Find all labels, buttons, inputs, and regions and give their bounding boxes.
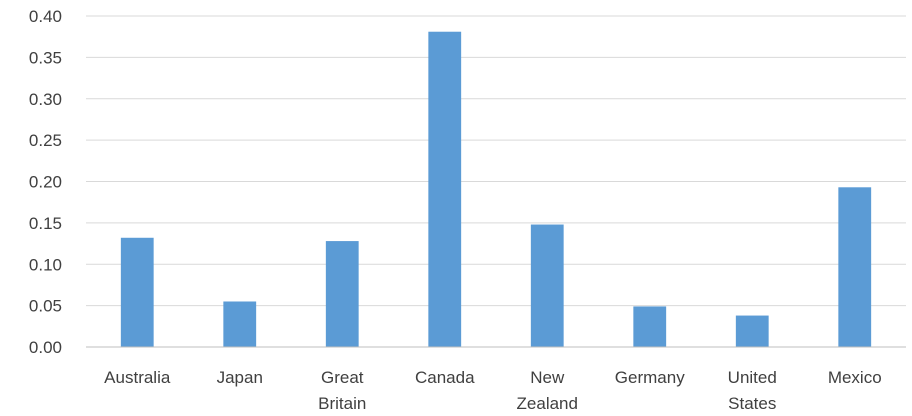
x-category-label-line: States — [728, 394, 776, 413]
x-category-label: Germany — [615, 368, 685, 387]
y-tick-label: 0.00 — [29, 338, 62, 357]
x-category-label-line: Australia — [104, 368, 171, 387]
x-category-label-line: Canada — [415, 368, 475, 387]
y-tick-label: 0.40 — [29, 7, 62, 26]
y-tick-label: 0.10 — [29, 255, 62, 274]
x-category-label: Canada — [415, 368, 475, 387]
x-category-label-line: New — [530, 368, 565, 387]
bar-japan — [223, 301, 257, 347]
bar-canada — [428, 31, 462, 347]
x-axis-category-labels: Australia Japan Great Britain Canada New Zeala… — [104, 368, 882, 413]
y-tick-label: 0.05 — [29, 297, 62, 316]
x-category-label: United States — [728, 368, 777, 413]
x-category-label-line: Mexico — [828, 368, 882, 387]
x-category-label: Japan — [217, 368, 263, 387]
x-category-label-line: Japan — [217, 368, 263, 387]
x-category-label: Mexico — [828, 368, 882, 387]
x-category-label-line: Great — [321, 368, 364, 387]
x-category-label: New Zealand — [517, 368, 578, 413]
y-tick-label: 0.25 — [29, 131, 62, 150]
x-category-label-line: Zealand — [517, 394, 578, 413]
gridlines — [86, 15, 906, 307]
bar-australia — [120, 237, 154, 347]
bar-new-zealand — [530, 224, 564, 347]
bar-germany — [633, 306, 667, 347]
y-tick-label: 0.15 — [29, 214, 62, 233]
y-tick-label: 0.35 — [29, 48, 62, 67]
y-tick-label: 0.30 — [29, 90, 62, 109]
x-category-label: Great Britain — [318, 368, 366, 413]
bars — [120, 31, 872, 347]
x-category-label-line: Britain — [318, 394, 366, 413]
y-tick-label: 0.20 — [29, 173, 62, 192]
bar-united-states — [735, 315, 769, 347]
x-category-label-line: United — [728, 368, 777, 387]
bar-great-britain — [325, 241, 359, 347]
bar-mexico — [838, 187, 872, 347]
y-axis-tick-labels: 0.00 0.05 0.10 0.15 0.20 0.25 0.30 0.35 0.40 — [29, 7, 62, 357]
x-category-label-line: Germany — [615, 368, 685, 387]
x-category-label: Australia — [104, 368, 171, 387]
